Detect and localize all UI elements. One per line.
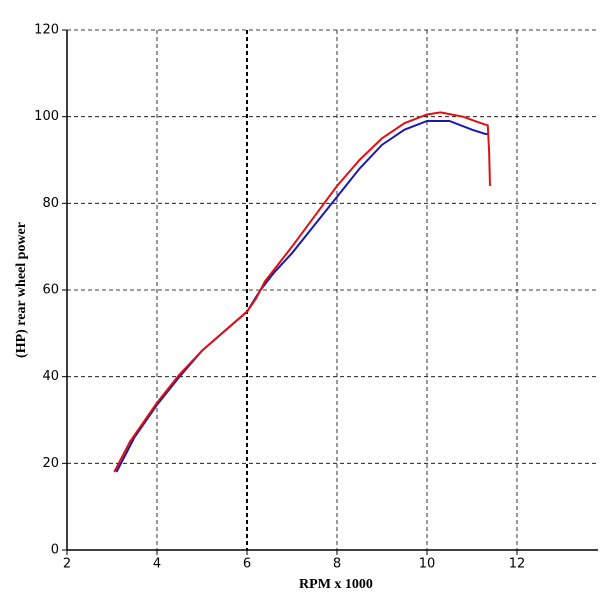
y-axis-label: (HP) rear wheel power bbox=[14, 222, 29, 358]
x-axis-label: RPM x 1000 bbox=[299, 577, 373, 592]
y-tick-label: 80 bbox=[42, 196, 59, 211]
y-tick-label: 0 bbox=[51, 543, 59, 558]
x-tick-label: 4 bbox=[153, 557, 161, 572]
x-tick-label: 10 bbox=[419, 557, 436, 572]
x-tick-label: 12 bbox=[509, 557, 526, 572]
power-curve bbox=[113, 111, 491, 473]
x-tick-label: 8 bbox=[333, 557, 341, 572]
x-tick-label: 6 bbox=[243, 557, 251, 572]
y-tick-label: 40 bbox=[42, 369, 59, 384]
y-tick-label: 100 bbox=[34, 109, 59, 124]
y-tick-label: 120 bbox=[34, 23, 59, 38]
power-curve bbox=[115, 120, 488, 473]
y-tick-label: 60 bbox=[42, 283, 59, 298]
x-tick-label: 2 bbox=[63, 557, 71, 572]
y-tick-label: 20 bbox=[42, 456, 59, 471]
